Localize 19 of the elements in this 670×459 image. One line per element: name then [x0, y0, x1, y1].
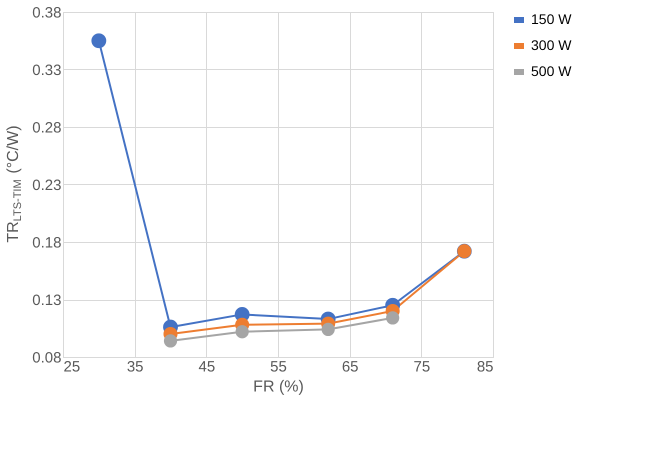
- x-tick-label: 35: [126, 358, 144, 376]
- y-tick-label: 0.28: [32, 120, 62, 136]
- y-tick-label: 0.23: [32, 177, 62, 194]
- y-tick-label: 0.38: [32, 4, 62, 22]
- y-axis-title: TRLTS-TIM (°C/W): [5, 125, 24, 243]
- legend-label: 300 W: [531, 37, 572, 53]
- y-tick-label: 0.13: [32, 292, 62, 309]
- y-tick-label: 0.18: [32, 234, 62, 252]
- x-tick-label: 25: [64, 358, 80, 376]
- x-tick-label: 65: [342, 358, 359, 376]
- x-tick-label: 45: [198, 358, 216, 376]
- y-tick-label: 0.08: [32, 350, 62, 366]
- x-tick-label: 55: [270, 358, 287, 376]
- legend-label: 150 W: [531, 11, 572, 27]
- x-axis-title: FR (%): [253, 378, 304, 396]
- y-tick-label: 0.33: [32, 62, 62, 79]
- x-tick-label: 75: [413, 358, 430, 376]
- legend-label: 500 W: [531, 63, 572, 79]
- x-tick-label: 85: [476, 358, 494, 376]
